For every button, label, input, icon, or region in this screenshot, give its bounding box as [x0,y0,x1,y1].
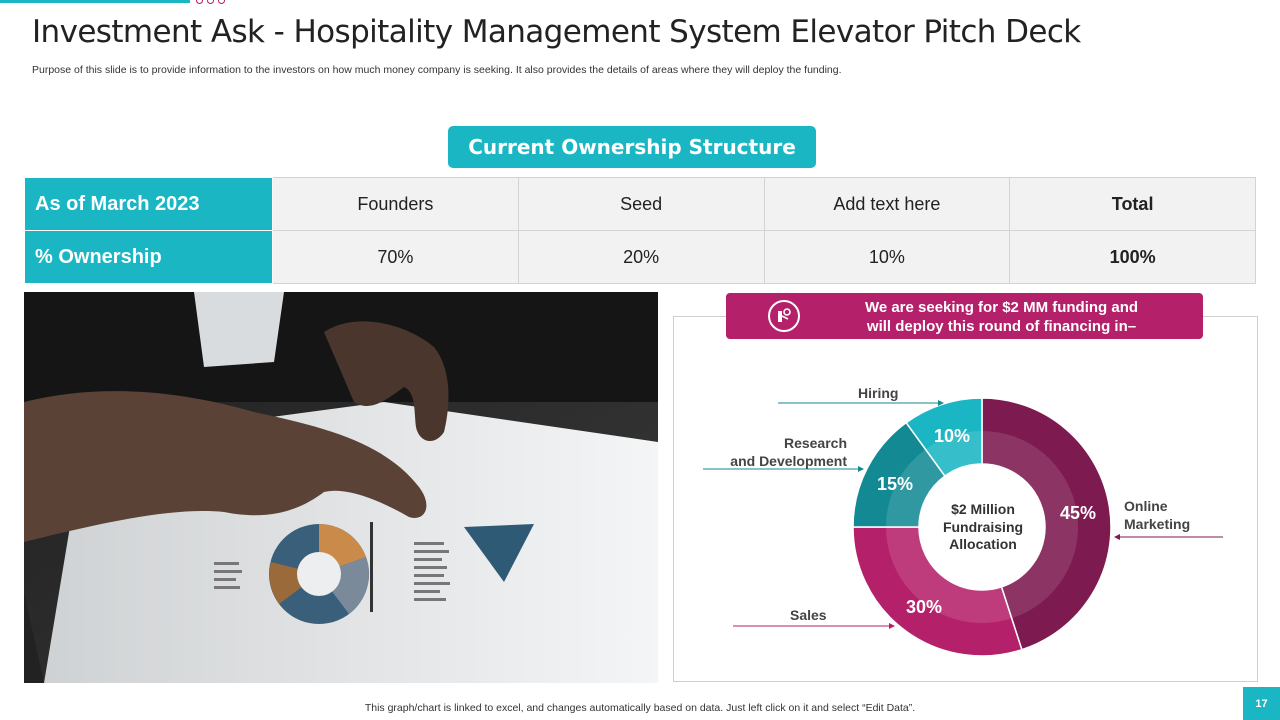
row-header-date: As of March 2023 [24,177,273,231]
cell-total-pct: 100% [1009,230,1256,284]
footer-note: This graph/chart is linked to excel, and… [364,702,916,714]
cell-seed-pct: 20% [517,230,765,284]
money-hand-glyph [778,308,791,322]
ownership-table: As of March 2023 Founders Seed Add text … [24,177,1256,284]
label-research: Research and Development [722,434,847,470]
cell-founders-pct: 70% [272,230,519,284]
label-research-line-2: and Development [730,453,847,469]
business-photo [24,292,658,683]
label-online-marketing: Online Marketing [1124,497,1190,533]
column-other: Add text here [763,177,1011,231]
ownership-section-title: Current Ownership Structure [448,126,816,168]
banner-line-1: We are seeking for $2 MM funding and [864,299,1139,316]
pct-hiring: 10% [934,426,971,446]
top-accent-bar [0,0,190,3]
cell-other-pct: 10% [763,230,1011,284]
label-hiring: Hiring [858,385,899,401]
pct-online-marketing: 45% [1060,503,1097,523]
photo-illustration [24,292,658,683]
page-number: 17 [1243,687,1280,720]
label-research-line-1: Research [783,435,847,451]
pct-sales: 30% [906,597,943,617]
row-header-ownership: % Ownership [24,230,273,284]
banner-line-2: will deploy this round of financing in– [866,318,1137,335]
label-sales: Sales [790,607,827,623]
donut-center-label: $2 Million Fundraising Allocation [921,501,1045,554]
center-label-line-2: Fundraising [942,518,1024,535]
label-online-line-2: Marketing [1124,516,1191,532]
center-label-line-1: $2 Million [951,501,1015,517]
label-online-line-1: Online [1124,498,1168,514]
top-dots-decoration [196,0,225,5]
pct-research: 15% [877,474,914,494]
banner-text: We are seeking for $2 MM funding and wil… [810,298,1193,336]
table-row: % Ownership 70% 20% 10% 100% [24,230,1256,284]
funding-banner: We are seeking for $2 MM funding and wil… [726,293,1203,339]
money-hand-icon [768,300,800,332]
center-label-line-3: Allocation [949,536,1017,552]
column-founders: Founders [272,177,519,231]
column-seed: Seed [517,177,765,231]
page-subtitle: Purpose of this slide is to provide info… [32,64,842,76]
page-title: Investment Ask - Hospitality Management … [32,14,1081,50]
table-row: As of March 2023 Founders Seed Add text … [24,177,1256,231]
column-total: Total [1009,177,1256,231]
